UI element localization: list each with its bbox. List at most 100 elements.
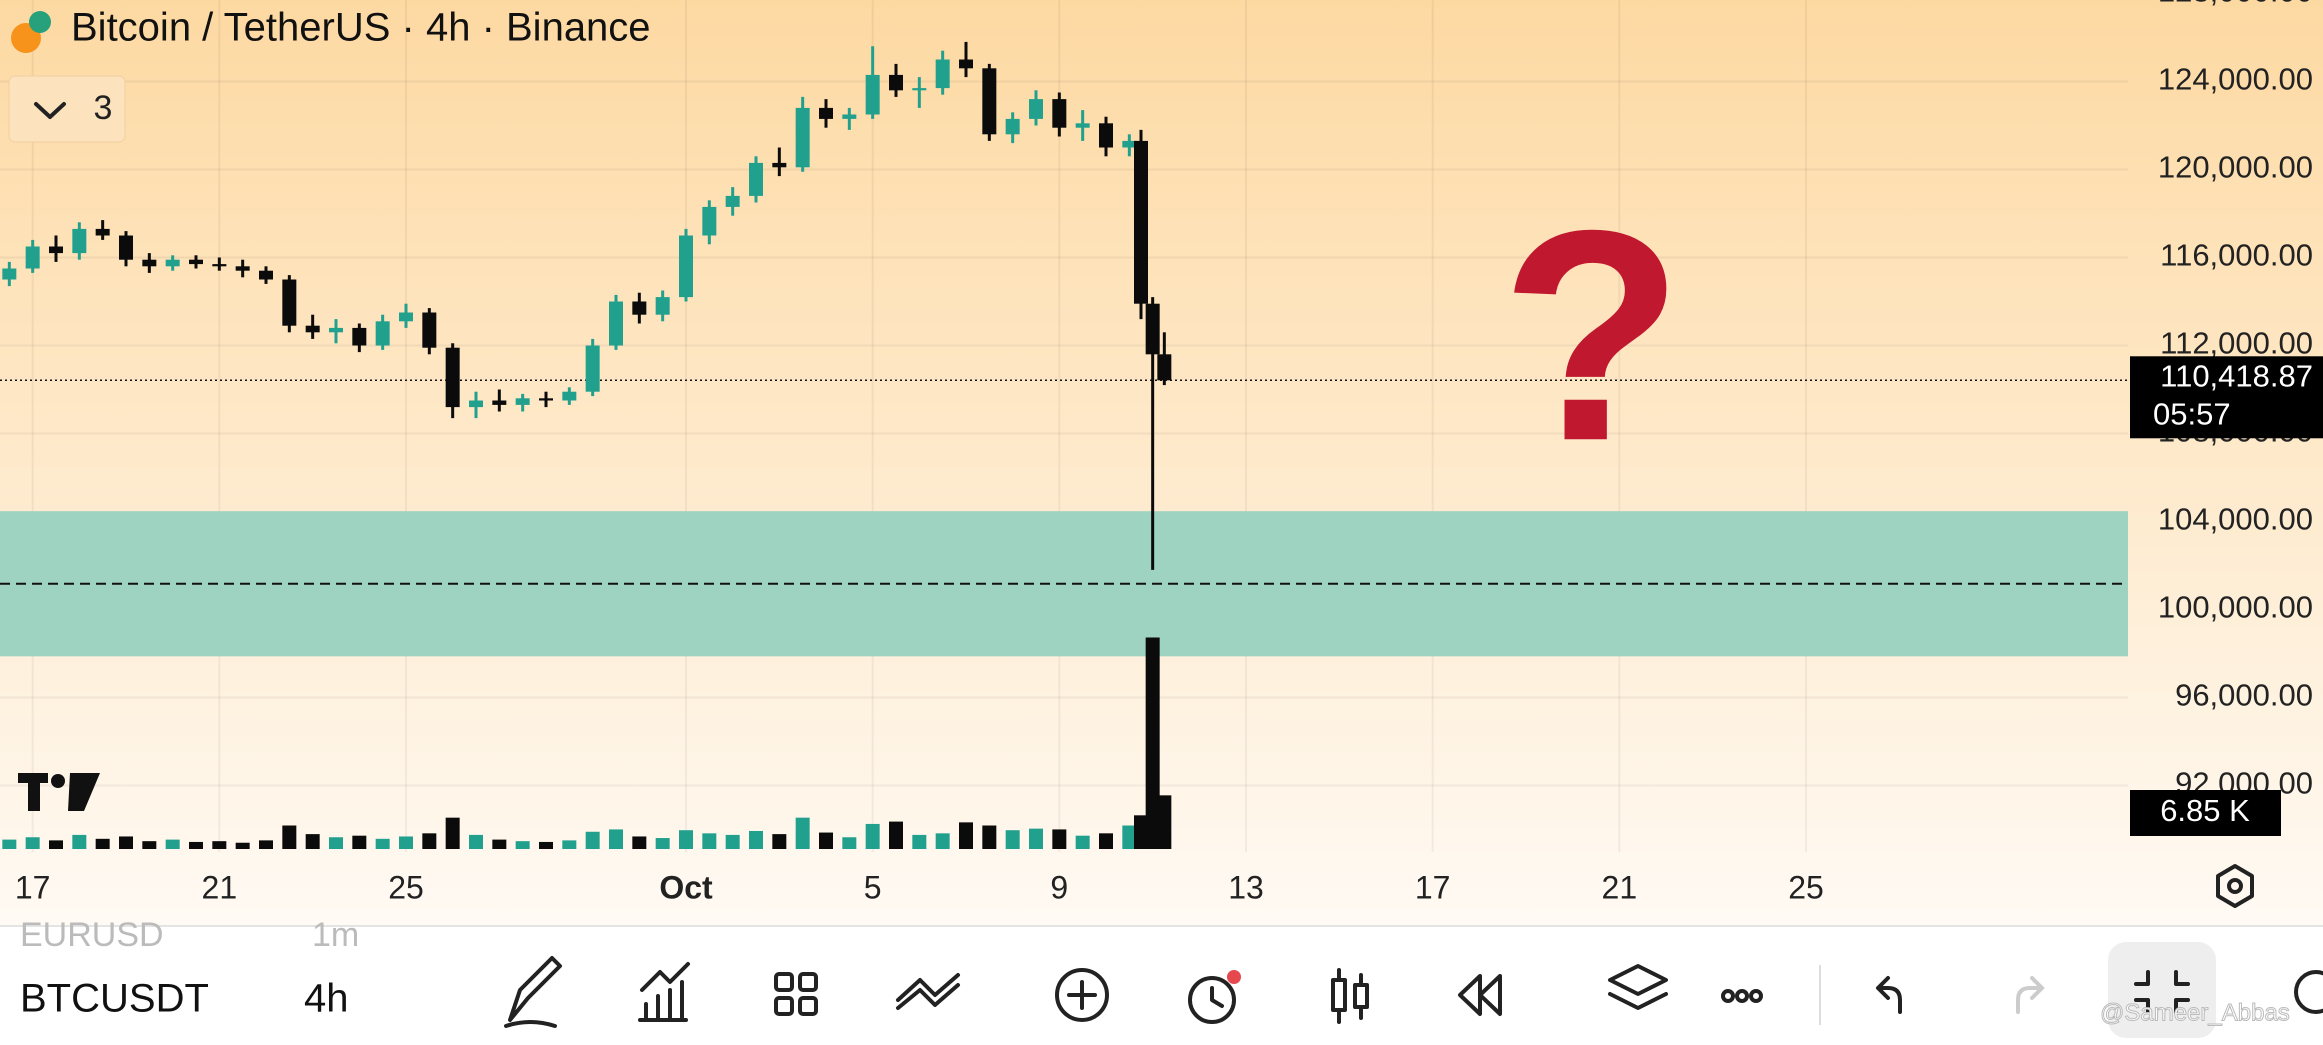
volume-bar	[795, 817, 810, 849]
indicators-tool[interactable]	[638, 962, 690, 1022]
volume-bar	[1029, 828, 1043, 849]
zoom-icon[interactable]	[2294, 970, 2323, 1014]
prev-interval[interactable]: 1m	[312, 916, 359, 954]
chart-type-tool[interactable]	[1331, 968, 1369, 1024]
volume-bar	[632, 836, 647, 849]
indicator-toggle[interactable]	[8, 75, 126, 143]
volume-bar	[352, 835, 367, 849]
candle-body	[1005, 118, 1020, 135]
candle-body	[329, 327, 343, 333]
candle-body	[2, 268, 17, 280]
volume-bar	[305, 834, 320, 849]
volume-bar	[329, 837, 343, 849]
volume-bar	[1099, 833, 1113, 849]
volume-bar	[1075, 835, 1090, 849]
volume-bar	[515, 841, 530, 849]
candle-body	[445, 347, 460, 408]
volume-bar	[189, 841, 203, 849]
toolbar	[0, 926, 2323, 1040]
settings-icon[interactable]	[2216, 864, 2254, 908]
candle-body	[165, 259, 180, 267]
x-tick-label: 13	[1228, 869, 1264, 905]
last-price-label: 110,418.87	[2160, 358, 2313, 393]
layers-tool[interactable]	[1608, 964, 1668, 1010]
candle-body	[772, 162, 787, 168]
layout-tool[interactable]	[774, 972, 818, 1016]
candle-body	[1075, 123, 1090, 128]
candle-body	[49, 246, 63, 254]
fullscreen-button[interactable]	[2108, 942, 2216, 1038]
volume-bar	[212, 841, 227, 849]
replay-tool[interactable]	[1458, 974, 1502, 1016]
candle-body	[422, 312, 437, 348]
volume-bar	[375, 838, 390, 849]
redo[interactable]	[2016, 976, 2045, 1014]
volume-bar	[539, 841, 553, 849]
x-tick-label: 21	[1602, 869, 1638, 905]
candle-body	[795, 107, 810, 168]
volume-bar	[25, 837, 40, 849]
volume-bar	[889, 821, 903, 849]
candle-body	[1122, 140, 1137, 148]
candle-body	[212, 264, 227, 267]
volume-box	[2130, 790, 2281, 836]
volume-bar	[912, 834, 927, 849]
candle-body	[889, 74, 903, 91]
watermark: @Sameer_Abbas	[2100, 999, 2290, 1026]
question-mark: ?	[1500, 167, 1683, 503]
candle-body	[72, 228, 87, 254]
x-tick-label: Oct	[659, 869, 713, 905]
volume-bar	[165, 839, 180, 849]
compare-tool[interactable]	[896, 973, 960, 1010]
candle-body	[399, 312, 413, 322]
volume-bar	[235, 842, 250, 849]
volume-bar	[95, 838, 110, 849]
interval[interactable]: 4h	[304, 977, 349, 1021]
candle-body	[725, 195, 740, 207]
volume-bar	[119, 836, 133, 849]
add-tool[interactable]	[1055, 968, 1109, 1022]
candle-body	[142, 259, 157, 267]
candle-body	[632, 301, 647, 315]
symbol[interactable]: BTCUSDT	[20, 977, 209, 1021]
volume-label: 6.85 K	[2160, 793, 2250, 828]
prev-symbol[interactable]: EURUSD	[20, 916, 164, 954]
y-tick-label: 128,000.00	[2158, 0, 2313, 9]
volume-bar	[982, 825, 997, 849]
candle-body	[1029, 99, 1043, 119]
volume-bar	[959, 822, 973, 849]
x-tick-label: 17	[1415, 869, 1451, 905]
candle-body	[515, 398, 530, 405]
candle-body	[865, 74, 880, 115]
candle-body	[702, 206, 717, 236]
candle-body	[749, 162, 763, 196]
x-tick-label: 9	[1050, 869, 1068, 905]
more-tool[interactable]	[1721, 989, 1763, 1003]
volume-bar	[585, 831, 600, 849]
undo[interactable]	[1876, 976, 1902, 1014]
last-price-box	[2130, 356, 2323, 439]
volume-bar	[772, 834, 787, 849]
volume-bar	[445, 817, 460, 849]
candle-body	[282, 279, 297, 326]
y-tick-label: 120,000.00	[2158, 150, 2313, 185]
y-tick-label: 96,000.00	[2175, 678, 2313, 713]
volume-bar	[842, 837, 857, 849]
volume-bar	[725, 834, 740, 849]
candle-body	[585, 345, 600, 392]
volume-bar	[702, 833, 717, 849]
candle-body	[259, 270, 273, 280]
candle-body	[1052, 99, 1067, 128]
volume-bar	[865, 823, 880, 849]
candle-body	[842, 114, 857, 119]
volume-bar	[399, 836, 413, 849]
candle-body	[189, 259, 203, 265]
y-tick-label: 104,000.00	[2158, 502, 2313, 537]
candle-body	[352, 327, 367, 346]
candle-body	[492, 400, 507, 405]
alert-tool[interactable]	[1188, 970, 1241, 1024]
x-tick-label: 25	[388, 869, 424, 905]
candle-body	[25, 246, 40, 269]
draw-tool[interactable]	[504, 956, 562, 1028]
volume-bar	[49, 840, 63, 849]
